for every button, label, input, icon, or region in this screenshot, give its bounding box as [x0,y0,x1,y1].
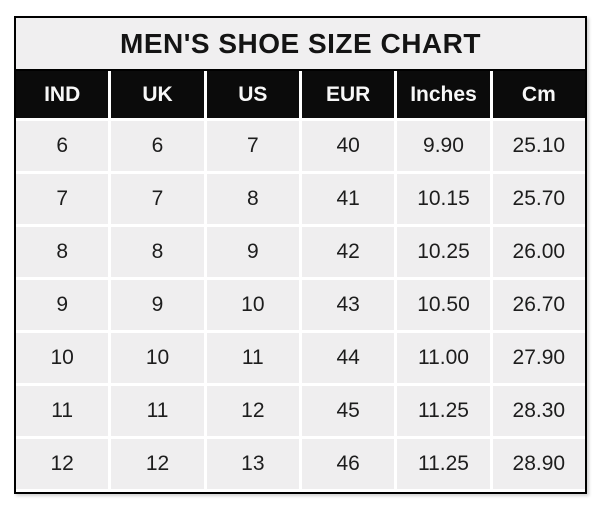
table-cell: 12 [111,439,204,489]
table-cell: 11.25 [397,439,490,489]
table-cell: 6 [16,121,109,171]
table-cell: 10.50 [397,280,490,330]
table-cell: 7 [16,174,109,224]
table-cell: 26.70 [492,280,585,330]
table-cell: 42 [302,227,395,277]
column-header-cm: Cm [492,71,585,118]
column-header-ind: IND [16,71,109,118]
table-cell: 26.00 [492,227,585,277]
table-cell: 11 [206,333,299,383]
table-cell: 40 [302,121,395,171]
table-cell: 8 [16,227,109,277]
column-header-eur: EUR [302,71,395,118]
table-cell: 46 [302,439,395,489]
column-header-us: US [206,71,299,118]
table-cell: 25.70 [492,174,585,224]
column-header-inches: Inches [397,71,490,118]
table-cell: 8 [111,227,204,277]
table-cell: 43 [302,280,395,330]
table-cell: 9 [206,227,299,277]
table-cell: 9 [111,280,204,330]
shoe-size-chart: MEN'S SHOE SIZE CHART IND UK US EUR Inch… [14,16,587,494]
table-cell: 28.30 [492,386,585,436]
table-cell: 10 [206,280,299,330]
column-header-uk: UK [111,71,204,118]
table-cell: 45 [302,386,395,436]
table-cell: 6 [111,121,204,171]
table-cell: 12 [206,386,299,436]
chart-title: MEN'S SHOE SIZE CHART [16,18,585,71]
table-cell: 44 [302,333,395,383]
table-cell: 11.25 [397,386,490,436]
table-cell: 11 [16,386,109,436]
table-cell: 41 [302,174,395,224]
table-cell: 9.90 [397,121,490,171]
table-cell: 7 [111,174,204,224]
table-cell: 10.25 [397,227,490,277]
table-cell: 27.90 [492,333,585,383]
size-table: IND UK US EUR Inches Cm 6 6 7 40 9.90 25… [16,71,585,492]
table-cell: 7 [206,121,299,171]
table-cell: 12 [16,439,109,489]
table-cell: 13 [206,439,299,489]
table-cell: 10.15 [397,174,490,224]
table-cell: 10 [111,333,204,383]
table-cell: 11.00 [397,333,490,383]
table-cell: 25.10 [492,121,585,171]
table-cell: 10 [16,333,109,383]
table-cell: 11 [111,386,204,436]
table-cell: 8 [206,174,299,224]
table-cell: 28.90 [492,439,585,489]
table-cell: 9 [16,280,109,330]
